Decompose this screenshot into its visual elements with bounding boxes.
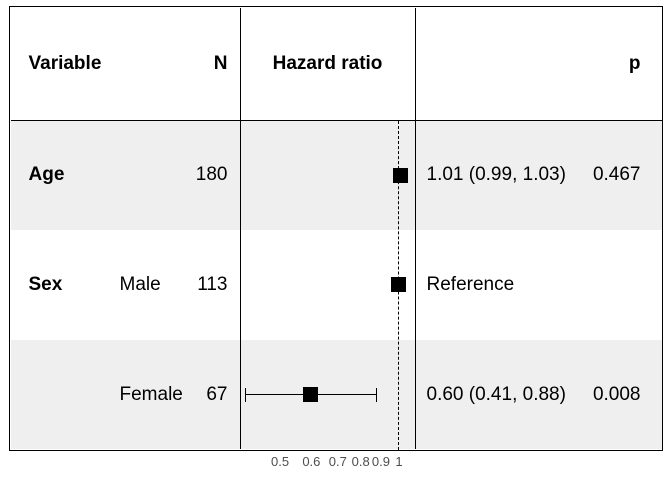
plot-cell-female — [239, 339, 415, 450]
n-value: 113 — [197, 273, 228, 295]
axis-tick-label: 0.6 — [302, 454, 321, 469]
confidence-interval-cap — [375, 387, 378, 402]
forest-table: Variable N Hazard ratio p Age 180 1.01 (… — [9, 6, 663, 451]
row-age-estimate-cell: 1.01 (0.99, 1.03) 0.467 — [414, 120, 662, 231]
x-axis: 0.5 0.6 0.7 0.8 0.9 1 — [241, 455, 416, 471]
n-value: 67 — [206, 383, 228, 405]
row-sex-male-label-cell: Sex Male 113 — [11, 230, 240, 340]
header-hazard-ratio-cell: Hazard ratio — [239, 7, 415, 121]
header-hazard-ratio-label: Hazard ratio — [272, 52, 383, 74]
variable-level: Male — [119, 273, 161, 295]
estimate-label: 0.60 (0.41, 0.88) — [426, 383, 566, 405]
plot-cell-male — [239, 230, 415, 340]
row-sex-male-estimate-cell: Reference — [414, 230, 662, 340]
estimate-label: 1.01 (0.99, 1.03) — [426, 164, 566, 186]
axis-tick-label: 0.9 — [371, 454, 390, 469]
p-value: 0.008 — [592, 383, 641, 405]
header-left-cell: Variable N — [10, 8, 240, 121]
axis-tick-label: 0.7 — [328, 454, 347, 469]
axis-tick-label: 0.5 — [271, 454, 290, 469]
header-p-label: p — [628, 52, 641, 74]
hazard-ratio-marker — [303, 387, 319, 403]
variable-name: Sex — [28, 273, 63, 295]
hazard-ratio-marker — [392, 167, 408, 183]
p-value: 0.467 — [592, 164, 641, 186]
axis-tick-label: 1 — [395, 454, 403, 469]
plot-cell-age — [239, 120, 415, 231]
row-sex-female-estimate-cell: 0.60 (0.41, 0.88) 0.008 — [414, 339, 662, 450]
header-right-cell: p — [414, 7, 662, 121]
confidence-interval-cap — [244, 387, 247, 402]
axis-tick-label: 0.8 — [351, 454, 370, 469]
row-sex-female-label-cell: Female 67 — [10, 339, 240, 450]
variable-level: Female — [119, 383, 183, 405]
estimate-label: Reference — [426, 273, 515, 295]
hazard-ratio-marker — [391, 277, 406, 293]
n-value: 180 — [195, 164, 228, 186]
header-variable-label: Variable — [28, 52, 102, 74]
header-n-label: N — [213, 52, 228, 74]
variable-name: Age — [28, 164, 65, 186]
row-age-label-cell: Age 180 — [10, 120, 240, 231]
forest-plot-canvas: Variable N Hazard ratio p Age 180 1.01 (… — [9, 6, 663, 451]
